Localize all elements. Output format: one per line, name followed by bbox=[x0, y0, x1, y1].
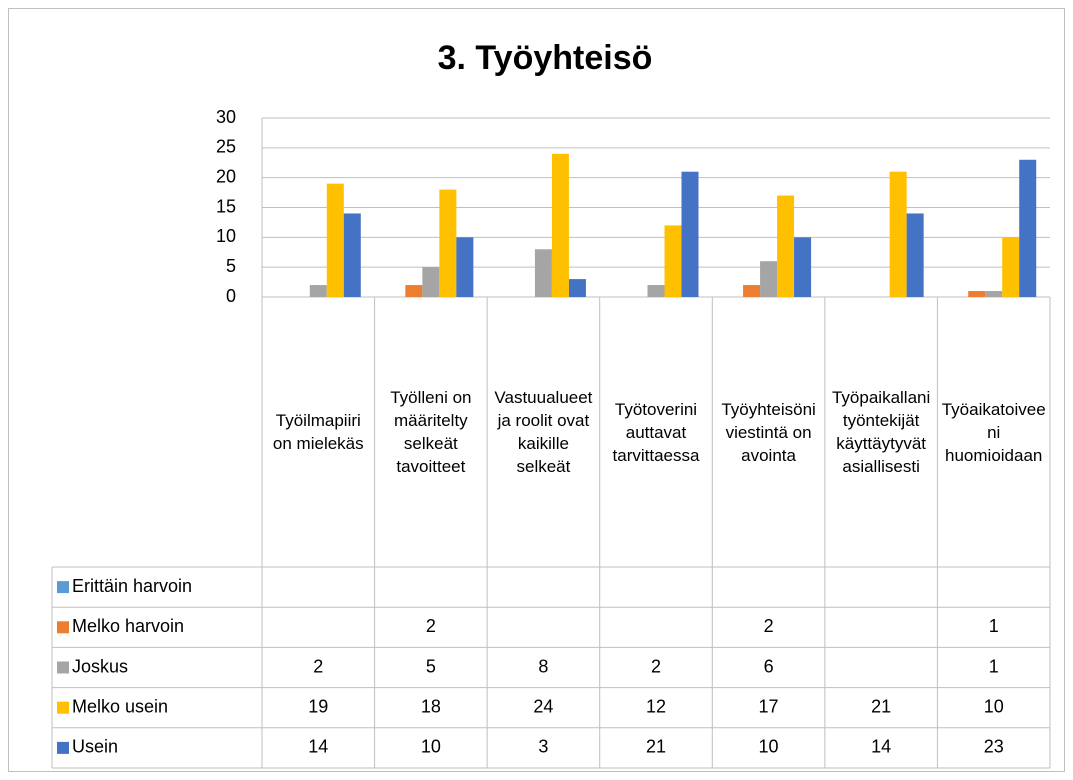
table-value: 19 bbox=[308, 696, 328, 716]
legend-label: Melko usein bbox=[72, 696, 168, 716]
bar bbox=[551, 153, 569, 297]
bar bbox=[456, 237, 474, 297]
table-value: 2 bbox=[651, 656, 661, 676]
table-value: 21 bbox=[646, 737, 666, 757]
table-value: 2 bbox=[426, 616, 436, 636]
y-tick-label: 30 bbox=[216, 107, 236, 127]
category-cell: Vastuualueet ja roolit ovat kaikille sel… bbox=[494, 388, 593, 476]
chart-title: 3. Työyhteisö bbox=[438, 39, 653, 77]
bar bbox=[1019, 159, 1037, 297]
table-value: 12 bbox=[646, 696, 666, 716]
table-value: 18 bbox=[421, 696, 441, 716]
table-value: 14 bbox=[308, 737, 328, 757]
bar bbox=[681, 171, 699, 297]
bar bbox=[534, 249, 552, 297]
bar bbox=[439, 189, 457, 297]
table-value: 23 bbox=[984, 737, 1004, 757]
category-cell: Työpaikallani työntekijät käyttäytyvät a… bbox=[831, 388, 931, 476]
y-tick-label: 15 bbox=[216, 196, 236, 216]
x-tick-label: Työaikatoiveeni huomioidaan bbox=[941, 399, 1046, 465]
bar bbox=[647, 285, 665, 297]
table-value: 1 bbox=[989, 616, 999, 636]
bar bbox=[422, 267, 440, 297]
category-cell: Työilmapiiri on mielekäs bbox=[272, 411, 364, 453]
table-value: 8 bbox=[538, 656, 548, 676]
bar bbox=[1002, 237, 1020, 297]
legend-label: Melko harvoin bbox=[72, 616, 184, 636]
chart-frame bbox=[8, 8, 1065, 772]
x-tick-label: Vastuualueet ja roolit ovat kaikille sel… bbox=[494, 388, 593, 476]
legend-swatch bbox=[57, 701, 69, 714]
legend-label: Joskus bbox=[72, 656, 128, 676]
x-tick-label: Työyhteisöni viestintä on avointa bbox=[721, 399, 816, 465]
y-tick-label: 5 bbox=[226, 256, 236, 276]
bar bbox=[985, 291, 1003, 297]
x-tick-label: Työtoverini auttavat tarvittaessa bbox=[612, 399, 700, 465]
legend-swatch bbox=[57, 621, 69, 634]
table-value: 3 bbox=[538, 737, 548, 757]
table-value: 6 bbox=[764, 656, 774, 676]
legend-label: Erittäin harvoin bbox=[72, 576, 192, 596]
bar bbox=[568, 279, 586, 297]
table-value: 17 bbox=[759, 696, 779, 716]
legend-swatch bbox=[57, 741, 69, 754]
x-tick-label: Työilmapiiri on mielekäs bbox=[272, 411, 364, 453]
bar bbox=[326, 183, 344, 297]
bar bbox=[777, 195, 795, 297]
table-value: 10 bbox=[759, 737, 779, 757]
bar bbox=[794, 237, 812, 297]
bar bbox=[405, 285, 423, 297]
legend-swatch bbox=[57, 661, 69, 674]
bar bbox=[743, 285, 761, 297]
bar bbox=[889, 171, 907, 297]
category-cell: Työyhteisöni viestintä on avointa bbox=[721, 399, 816, 465]
table-value: 24 bbox=[533, 696, 553, 716]
category-cell: Työtoverini auttavat tarvittaessa bbox=[612, 399, 700, 465]
bar bbox=[664, 225, 682, 297]
bar bbox=[906, 213, 924, 297]
table-value: 2 bbox=[313, 656, 323, 676]
x-tick-label: Työpaikallani työntekijät käyttäytyvät a… bbox=[831, 388, 931, 476]
legend-label: Usein bbox=[72, 737, 118, 757]
table-value: 1 bbox=[989, 656, 999, 676]
legend-swatch bbox=[57, 581, 69, 594]
category-cell: Työlleni on määritelty selkeät tavoittee… bbox=[390, 388, 472, 476]
y-tick-label: 0 bbox=[226, 286, 236, 306]
x-tick-label: Työlleni on määritelty selkeät tavoittee… bbox=[390, 388, 472, 476]
y-tick-label: 10 bbox=[216, 226, 236, 246]
bar bbox=[968, 291, 986, 297]
y-tick-label: 25 bbox=[216, 137, 236, 157]
table-value: 14 bbox=[871, 737, 891, 757]
category-cell: Työaikatoiveeni huomioidaan bbox=[941, 399, 1046, 465]
y-tick-label: 20 bbox=[216, 166, 236, 186]
table-value: 21 bbox=[871, 696, 891, 716]
table-value: 5 bbox=[426, 656, 436, 676]
table-value: 2 bbox=[764, 616, 774, 636]
bar bbox=[343, 213, 361, 297]
table-value: 10 bbox=[984, 696, 1004, 716]
table-value: 10 bbox=[421, 737, 441, 757]
bar bbox=[760, 261, 778, 297]
bar bbox=[309, 285, 327, 297]
